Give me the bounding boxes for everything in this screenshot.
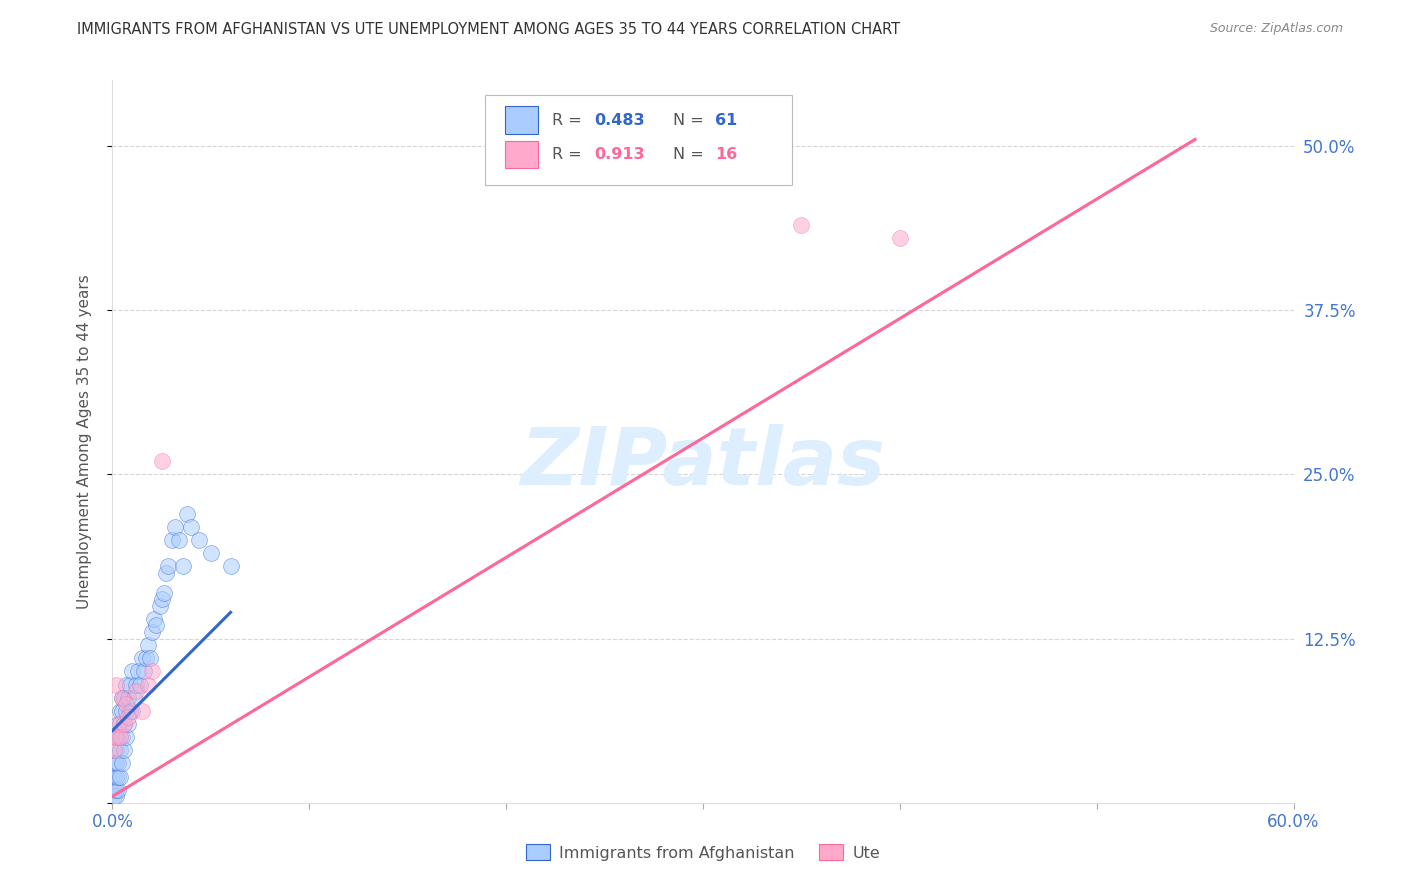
Point (127, 665, 149, 679)
Point (112, 717, 135, 731)
Text: 0.483: 0.483 (595, 112, 645, 128)
Point (135, 651, 157, 665)
Point (105, 782, 128, 797)
Point (141, 665, 163, 679)
Text: IMMIGRANTS FROM AFGHANISTAN VS UTE UNEMPLOYMENT AMONG AGES 35 TO 44 YEARS CORREL: IMMIGRANTS FROM AFGHANISTAN VS UTE UNEMP… (77, 22, 900, 37)
Text: ZIPatlas: ZIPatlas (520, 425, 886, 502)
Point (110, 717, 132, 731)
Point (176, 507, 198, 521)
Point (122, 690, 145, 705)
Point (107, 717, 129, 731)
Point (169, 533, 191, 547)
Point (165, 520, 187, 534)
Bar (505, 106, 537, 134)
Point (115, 677, 138, 691)
Point (188, 533, 211, 547)
Point (200, 546, 222, 560)
Text: Source: ZipAtlas.com: Source: ZipAtlas.com (1209, 22, 1343, 36)
Point (111, 730, 134, 744)
Point (115, 698, 138, 712)
Point (149, 599, 172, 613)
Point (136, 638, 159, 652)
Point (107, 717, 129, 731)
Point (150, 592, 173, 607)
Point (139, 651, 162, 665)
Point (172, 559, 194, 574)
Point (105, 730, 128, 744)
Point (112, 743, 135, 757)
Point (117, 717, 139, 731)
Point (105, 730, 128, 744)
Point (107, 730, 129, 744)
Point (115, 704, 138, 718)
Point (142, 612, 165, 626)
Bar (505, 141, 537, 169)
Point (180, 520, 202, 534)
Text: 61: 61 (714, 112, 737, 128)
Point (110, 770, 132, 784)
Point (103, 789, 125, 804)
Y-axis label: Unemployment Among Ages 35 to 44 years: Unemployment Among Ages 35 to 44 years (77, 274, 91, 609)
Point (155, 566, 177, 580)
Point (110, 743, 132, 757)
Point (152, 585, 174, 599)
Point (111, 690, 134, 705)
Point (219, 559, 242, 574)
Text: R =: R = (551, 112, 586, 128)
Point (107, 770, 129, 784)
Point (103, 782, 125, 797)
Point (105, 677, 128, 691)
Point (131, 704, 153, 718)
Point (150, 454, 173, 468)
Legend: Immigrants from Afghanistan, Ute: Immigrants from Afghanistan, Ute (519, 838, 887, 867)
Point (125, 684, 148, 698)
Point (112, 717, 135, 731)
Point (111, 704, 134, 718)
Point (105, 756, 128, 771)
Text: 0.913: 0.913 (595, 147, 645, 162)
Point (105, 743, 128, 757)
Point (107, 756, 129, 771)
Point (111, 690, 134, 705)
Point (121, 665, 143, 679)
Point (103, 770, 125, 784)
Point (889, 231, 911, 245)
Text: N =: N = (673, 147, 710, 162)
Point (110, 730, 132, 744)
Point (136, 677, 159, 691)
Point (132, 665, 155, 679)
Point (121, 704, 143, 718)
Point (790, 218, 813, 232)
Point (117, 710, 139, 724)
Point (141, 625, 163, 640)
Point (145, 618, 167, 632)
Text: R =: R = (551, 147, 586, 162)
Point (117, 690, 139, 705)
Point (125, 677, 148, 691)
FancyBboxPatch shape (485, 95, 792, 185)
Point (120, 677, 142, 691)
Point (105, 770, 128, 784)
Point (110, 704, 132, 718)
Point (103, 743, 125, 757)
Point (156, 559, 179, 574)
Point (115, 730, 138, 744)
Point (120, 704, 142, 718)
Point (111, 756, 134, 771)
Point (160, 533, 183, 547)
Text: N =: N = (673, 112, 710, 128)
Point (112, 690, 135, 705)
Point (103, 756, 125, 771)
Point (131, 651, 153, 665)
Text: 16: 16 (714, 147, 737, 162)
Point (105, 789, 128, 804)
Point (129, 677, 152, 691)
Point (107, 782, 129, 797)
